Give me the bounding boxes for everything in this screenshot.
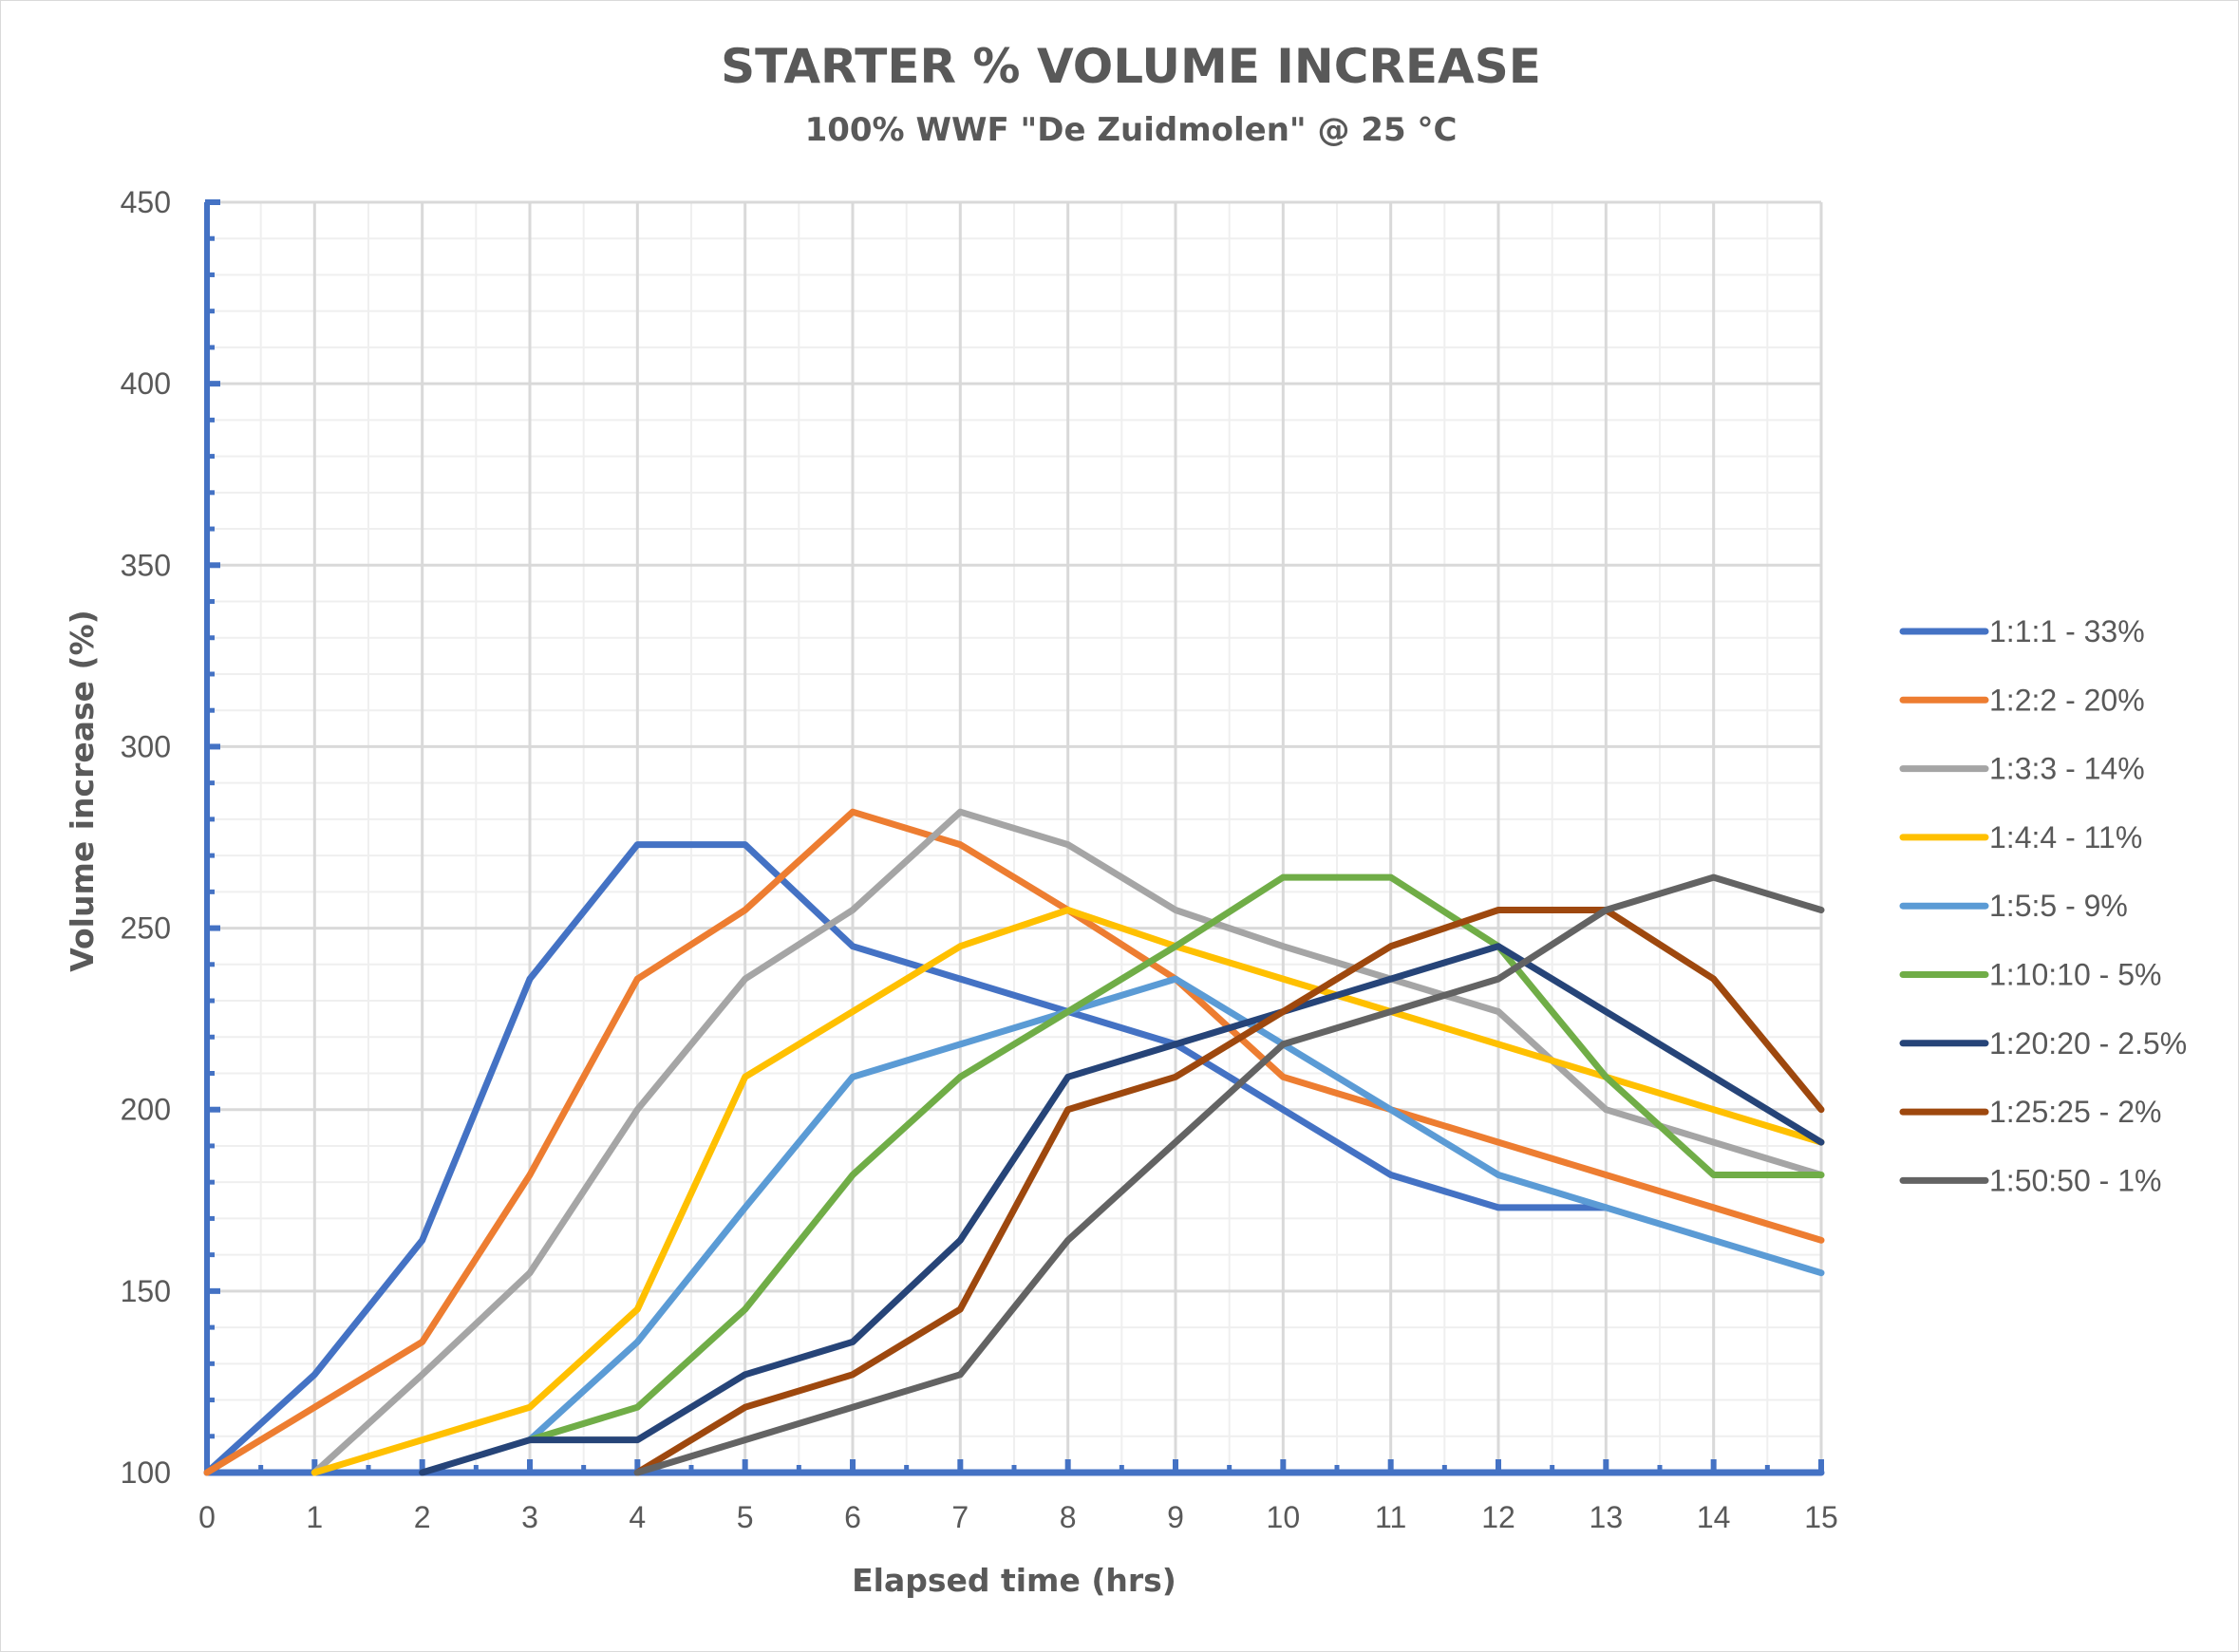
y-tick-label: 400 bbox=[121, 366, 171, 401]
x-tick-label: 7 bbox=[951, 1500, 969, 1534]
x-tick-label: 3 bbox=[521, 1500, 538, 1534]
legend-entry: 1:10:10 - 5% bbox=[1899, 958, 2161, 992]
x-tick-label: 5 bbox=[737, 1500, 754, 1534]
series-line-1 bbox=[203, 841, 1609, 1476]
legend-label: 1:4:4 - 11% bbox=[1989, 820, 2142, 854]
grid-layer bbox=[207, 200, 1823, 1473]
series-line-2 bbox=[203, 808, 1825, 1476]
y-tick-label: 100 bbox=[121, 1455, 171, 1490]
chart-title: STARTER % VOLUME INCREASE bbox=[721, 39, 1541, 94]
x-tick-label: 9 bbox=[1167, 1500, 1184, 1534]
legend-label: 1:5:5 - 9% bbox=[1989, 889, 2128, 923]
legend-entry: 1:25:25 - 2% bbox=[1899, 1095, 2161, 1129]
tick-labels-layer: 0 1 2 3 4 5 6 7 8 9 10 11 12 13 14 15100150200250300350… bbox=[121, 185, 1838, 1534]
legend-label: 1:2:2 - 20% bbox=[1989, 683, 2145, 717]
legend-entry: 1:2:2 - 20% bbox=[1899, 683, 2145, 717]
x-tick-label: 6 bbox=[844, 1500, 861, 1534]
y-tick-label: 350 bbox=[121, 548, 171, 582]
legend-entry: 1:50:50 - 1% bbox=[1899, 1163, 2161, 1197]
x-tick-label: 8 bbox=[1060, 1500, 1077, 1534]
x-tick-label: 10 bbox=[1267, 1500, 1301, 1534]
x-tick-label: 15 bbox=[1804, 1500, 1838, 1534]
x-tick-label: 0 bbox=[198, 1500, 216, 1534]
legend-entry: 1:1:1 - 33% bbox=[1899, 614, 2145, 648]
legend-label: 1:3:3 - 14% bbox=[1989, 752, 2145, 786]
series-line-7 bbox=[419, 943, 1825, 1476]
legend-label: 1:50:50 - 1% bbox=[1989, 1163, 2161, 1197]
series-line-4 bbox=[310, 907, 1825, 1476]
x-tick-label: 13 bbox=[1590, 1500, 1624, 1534]
series-line-6 bbox=[526, 873, 1825, 1444]
legend-entry: 1:5:5 - 9% bbox=[1899, 889, 2128, 923]
y-tick-label: 150 bbox=[121, 1274, 171, 1308]
x-tick-label: 14 bbox=[1697, 1500, 1731, 1534]
series-line-9 bbox=[633, 873, 1825, 1476]
series-line-3 bbox=[310, 808, 1825, 1476]
y-tick-label: 300 bbox=[121, 729, 171, 763]
x-tick-label: 1 bbox=[306, 1500, 323, 1534]
x-axis-label: Elapsed time (hrs) bbox=[852, 1562, 1176, 1599]
series-layer bbox=[203, 808, 1825, 1476]
series-line-8 bbox=[633, 907, 1825, 1476]
x-tick-label: 4 bbox=[629, 1500, 646, 1534]
legend-label: 1:10:10 - 5% bbox=[1989, 958, 2161, 992]
chart-subtitle: 100% WWF "De Zuidmolen" @ 25 °C bbox=[805, 111, 1458, 149]
legend-label: 1:25:25 - 2% bbox=[1989, 1095, 2161, 1129]
x-tick-label: 2 bbox=[414, 1500, 431, 1534]
legend-entry: 1:3:3 - 14% bbox=[1899, 752, 2145, 786]
y-tick-label: 250 bbox=[121, 911, 171, 946]
legend-label: 1:1:1 - 33% bbox=[1989, 614, 2145, 648]
legend-entry: 1:4:4 - 11% bbox=[1899, 820, 2142, 854]
series-line-5 bbox=[526, 975, 1825, 1444]
y-tick-label: 200 bbox=[121, 1093, 171, 1127]
y-axis-label: Volume increase (%) bbox=[64, 610, 101, 972]
legend-entry: 1:20:20 - 2.5% bbox=[1899, 1026, 2187, 1061]
legend: 1:1:1 - 33% 1:2:2 - 20% 1:3:3 - 14% 1:4:4 -… bbox=[1899, 614, 2187, 1197]
legend-label: 1:20:20 - 2.5% bbox=[1989, 1026, 2187, 1061]
x-tick-label: 11 bbox=[1375, 1500, 1406, 1534]
x-tick-label: 12 bbox=[1481, 1500, 1515, 1534]
y-tick-label: 450 bbox=[121, 185, 171, 219]
